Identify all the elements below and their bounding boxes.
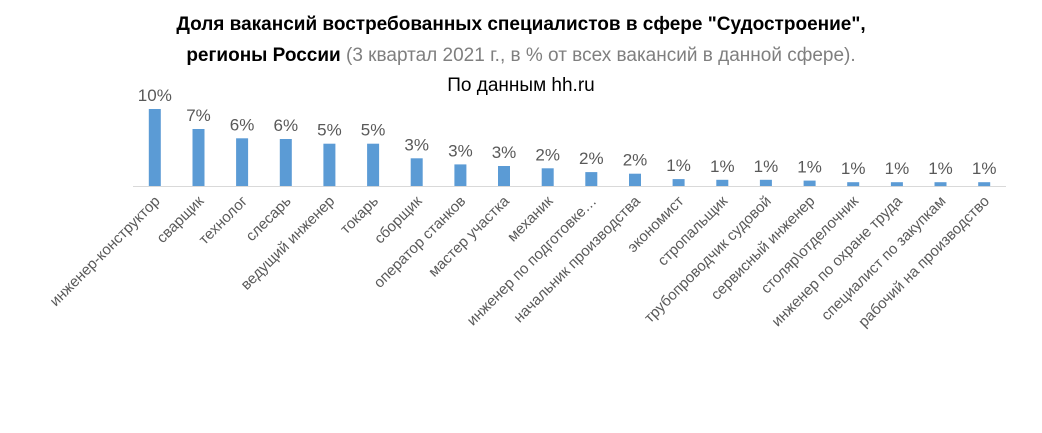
bar-data-label: 1% — [928, 159, 953, 178]
category-tick-label: мастер участка — [425, 192, 513, 280]
category-labels-group: инженер-конструкторсварщиктехнологслесар… — [47, 192, 993, 330]
bar-data-label: 6% — [274, 116, 299, 135]
bar — [498, 166, 510, 186]
bar — [410, 158, 423, 186]
bar — [279, 139, 292, 186]
bar — [716, 179, 729, 186]
bar-data-label: 1% — [885, 159, 910, 178]
chart-title-region: регионы России — [186, 45, 341, 66]
chart-source: По данным hh.ru — [447, 75, 595, 96]
bar — [759, 179, 772, 186]
bar — [672, 179, 685, 186]
bar-data-label: 10% — [138, 86, 172, 105]
bar — [629, 173, 641, 186]
chart-subtitle: (3 квартал 2021 г., в % от всех вакансий… — [340, 45, 856, 66]
bar-data-label: 6% — [230, 115, 255, 134]
bars-group — [148, 109, 991, 187]
category-tick-label: инженер-конструктор — [47, 193, 164, 310]
bar-data-label: 1% — [972, 159, 997, 178]
bar-data-label: 2% — [623, 151, 648, 170]
bar-data-label: 3% — [404, 135, 429, 154]
bar — [323, 143, 336, 187]
data-labels-group: 10% 7% 6% 6% 5% 5% 3% 3% 3% 2% 2% 2% 1% 1% 1% 1% 1% 1% 1% 1… — [138, 86, 997, 178]
bar-data-label: 1% — [710, 157, 735, 176]
bar — [541, 168, 554, 186]
bar — [192, 129, 205, 186]
bar-data-label: 5% — [317, 121, 342, 140]
bar — [847, 182, 860, 187]
bar-data-label: 1% — [754, 157, 779, 176]
chart-title-line-2: регионы России (3 квартал 2021 г., в % о… — [0, 45, 1042, 67]
bar-data-label: 1% — [797, 158, 822, 177]
bar — [934, 182, 947, 187]
bar — [236, 138, 249, 186]
bar-data-label: 1% — [666, 156, 691, 175]
bar — [585, 172, 598, 186]
bar — [454, 164, 467, 186]
bar-data-label: 3% — [492, 143, 517, 162]
bar-data-label: 7% — [186, 106, 211, 125]
bar-data-label: 2% — [579, 149, 604, 168]
bar — [890, 182, 903, 187]
bar — [148, 109, 161, 186]
chart-title-line-1: Доля вакансий востребованных специалисто… — [176, 14, 866, 35]
bar — [803, 180, 816, 186]
category-tick-label: технолог — [196, 192, 252, 248]
bar-data-label: 3% — [448, 141, 473, 160]
bar-data-label: 2% — [535, 145, 560, 164]
bar-data-label: 5% — [361, 121, 386, 140]
bar-data-label: 1% — [841, 159, 866, 178]
bar — [367, 143, 380, 187]
bar — [978, 182, 991, 187]
